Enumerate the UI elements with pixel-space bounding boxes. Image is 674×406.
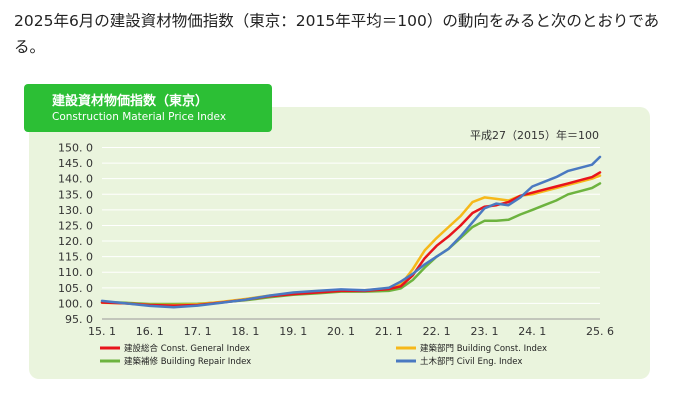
base-note: 平成27（2015）年＝100 <box>470 128 599 142</box>
y-tick-label: 110. 0 <box>58 266 93 279</box>
x-tick-label: 21. 1 <box>375 325 403 338</box>
x-tick-label: 16. 1 <box>136 325 164 338</box>
y-tick-label: 105. 0 <box>58 282 93 295</box>
intro-paragraph: 2025年6月の建設資材物価指数（東京：2015年平均＝100）の動向をみると次… <box>14 12 660 56</box>
series-line <box>100 155 602 309</box>
y-tick-label: 100. 0 <box>58 297 93 310</box>
legend-label: 建設総合 Const. General Index <box>124 343 250 354</box>
y-tick-label: 145. 0 <box>58 157 93 170</box>
legend-label: 建築補修 Building Repair Index <box>124 356 251 367</box>
y-tick-label: 120. 0 <box>58 235 93 248</box>
x-axis-ticks: 15. 1 16. 1 17. 1 18. 1 19. 1 20. 1 21. 1 22. 1… <box>88 325 614 338</box>
chart-subtitle: Construction Material Price Index <box>52 111 227 123</box>
y-tick-label: 130. 0 <box>58 204 93 217</box>
y-tick-label: 140. 0 <box>58 173 93 186</box>
series-lines <box>100 155 602 309</box>
series-line <box>100 182 602 306</box>
x-tick-label: 20. 1 <box>327 325 355 338</box>
chart-title: 建設資材物価指数（東京） <box>52 94 209 109</box>
y-tick-label: 125. 0 <box>58 219 93 232</box>
x-tick-label: 18. 1 <box>231 325 259 338</box>
x-tick-label: 22. 1 <box>423 325 451 338</box>
y-tick-label: 135. 0 <box>58 188 93 201</box>
legend-label: 建築部門 Building Const. Index <box>420 343 547 354</box>
grid-lines <box>102 147 600 320</box>
x-tick-label: 25. 6 <box>586 325 614 338</box>
x-tick-label: 24. 1 <box>518 325 546 338</box>
y-tick-label: 150. 0 <box>58 142 93 155</box>
y-axis-ticks: 150. 0 145. 0 140. 0 135. 0 130. 0 125. 0 120.… <box>58 142 93 327</box>
legend-label: 土木部門 Civil Eng. Index <box>420 356 522 367</box>
y-tick-label: 115. 0 <box>58 251 93 264</box>
x-tick-label: 17. 1 <box>184 325 212 338</box>
y-tick-label: 95. 0 <box>65 313 93 326</box>
legend: 建設総合 Const. General Index 建築部門 Building C… <box>100 343 547 367</box>
x-tick-label: 15. 1 <box>88 325 116 338</box>
chart-title-box: 建設資材物価指数（東京） Construction Material Price… <box>24 84 272 132</box>
chart-panel <box>29 107 650 379</box>
x-tick-label: 23. 1 <box>470 325 498 338</box>
x-tick-label: 19. 1 <box>279 325 307 338</box>
